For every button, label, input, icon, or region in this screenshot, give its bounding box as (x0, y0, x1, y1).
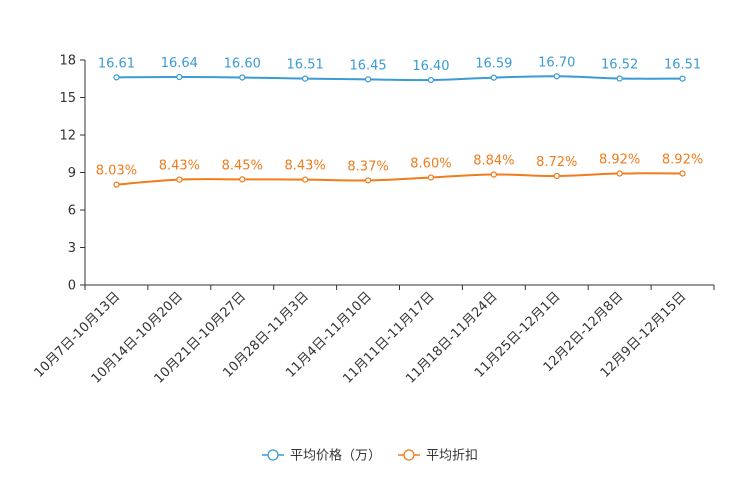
chart-legend[interactable]: 平均价格（万） 平均折扣 (262, 448, 478, 464)
data-label: 8.43% (159, 159, 200, 174)
y-tick-label: 15 (59, 91, 76, 106)
data-label: 16.45 (349, 58, 386, 73)
series-line-2 (116, 172, 683, 186)
data-point[interactable] (490, 171, 497, 178)
data-point[interactable] (490, 74, 497, 81)
data-label: 8.60% (410, 157, 451, 172)
data-point[interactable] (553, 172, 560, 180)
data-label: 16.70 (538, 55, 575, 70)
data-point[interactable] (113, 181, 120, 188)
data-point[interactable] (364, 177, 372, 184)
data-label: 16.64 (161, 56, 198, 71)
data-point[interactable] (176, 176, 183, 183)
series-line-1 (116, 75, 683, 82)
y-tick-label: 6 (68, 204, 76, 219)
y-tick-label: 3 (68, 241, 76, 256)
data-point[interactable] (239, 74, 246, 81)
y-tick-label: 12 (59, 129, 76, 144)
data-point[interactable] (113, 74, 120, 81)
data-point[interactable] (176, 73, 183, 81)
data-point[interactable] (553, 73, 560, 80)
x-axis-ticks: 10月7日-10月13日10月14日-10月20日10月21日-10月27日10… (32, 285, 715, 387)
legend-label: 平均折扣 (426, 449, 478, 464)
legend-label: 平均价格（万） (290, 448, 381, 464)
data-point[interactable] (427, 174, 435, 181)
data-label: 8.92% (599, 153, 640, 168)
data-label: 8.84% (473, 154, 514, 169)
y-tick-label: 18 (59, 54, 76, 69)
series-lines (113, 73, 686, 188)
y-tick-label: 9 (68, 166, 76, 181)
legend-marker-icon (267, 449, 279, 461)
data-point[interactable] (302, 176, 309, 183)
data-label: 16.51 (664, 58, 701, 73)
data-point[interactable] (239, 176, 246, 183)
y-tick-label: 0 (68, 279, 76, 294)
legend-marker-icon (403, 449, 415, 461)
data-label: 8.45% (222, 158, 263, 173)
data-label: 16.52 (601, 58, 638, 73)
data-label: 16.61 (98, 56, 135, 71)
legend-item-1[interactable]: 平均价格（万） (262, 448, 381, 464)
data-point[interactable] (616, 75, 623, 82)
data-label: 8.43% (284, 159, 325, 174)
y-axis-ticks: 0 3 6 9 12 15 18 (59, 54, 85, 294)
data-point[interactable] (679, 75, 686, 82)
data-label: 16.51 (287, 58, 324, 73)
data-point[interactable] (427, 76, 435, 84)
data-label: 16.59 (475, 57, 512, 72)
data-point[interactable] (302, 75, 309, 82)
data-labels: 16.61 16.64 16.60 16.51 16.45 16.40 16.59 16.70… (96, 55, 703, 178)
data-label: 8.92% (662, 153, 703, 168)
data-label: 16.40 (412, 59, 449, 74)
data-label: 8.72% (536, 155, 577, 170)
data-label: 16.60 (224, 57, 261, 72)
data-point[interactable] (679, 170, 686, 177)
data-label: 8.03% (96, 164, 137, 179)
data-point[interactable] (616, 170, 623, 177)
data-label: 8.37% (347, 159, 388, 174)
legend-item-2[interactable]: 平均折扣 (398, 449, 478, 464)
data-point[interactable] (364, 76, 372, 83)
